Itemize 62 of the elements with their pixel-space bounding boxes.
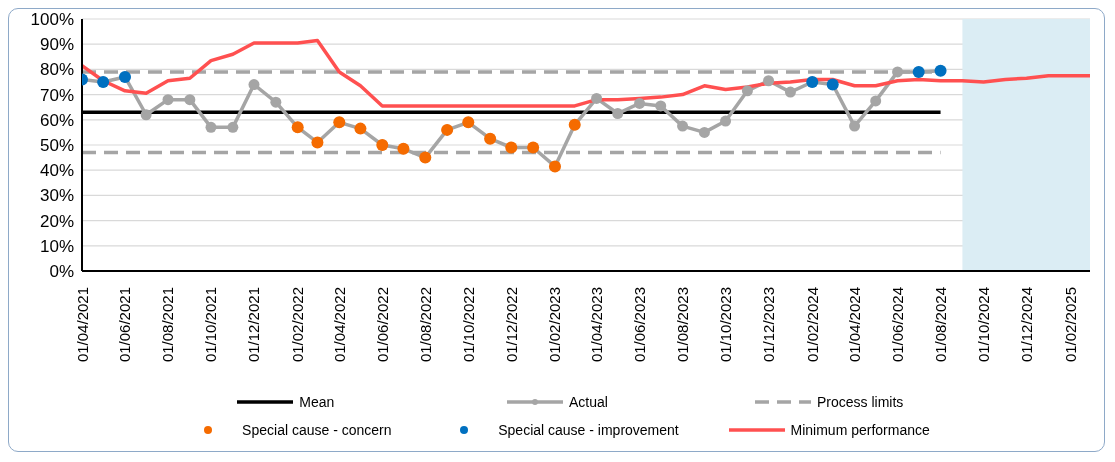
x-tick-label: 01/02/2025 bbox=[1061, 287, 1079, 363]
point bbox=[205, 121, 217, 133]
x-tick-label: 01/06/2021 bbox=[116, 287, 134, 363]
legend-label: Minimum performance bbox=[790, 422, 930, 438]
point bbox=[741, 85, 753, 97]
x-tick-label: 01/08/2021 bbox=[159, 287, 177, 363]
point bbox=[612, 108, 624, 119]
y-tick-label: 30% bbox=[39, 186, 74, 206]
point bbox=[784, 86, 796, 98]
point bbox=[892, 66, 904, 78]
x-tick-label: 01/02/2023 bbox=[546, 287, 564, 363]
point bbox=[184, 94, 196, 106]
point bbox=[849, 120, 861, 132]
legend-label: Mean bbox=[299, 394, 335, 410]
legend-label: Actual bbox=[569, 394, 608, 410]
point bbox=[591, 92, 603, 104]
point bbox=[720, 115, 732, 127]
x-tick-label: 01/08/2022 bbox=[416, 287, 434, 363]
x-tick-label: 01/12/2023 bbox=[760, 287, 778, 363]
x-tick-label: 01/06/2022 bbox=[373, 287, 391, 363]
point bbox=[634, 97, 646, 109]
x-tick-label: 01/04/2022 bbox=[330, 287, 348, 363]
point bbox=[162, 94, 174, 106]
x-tick-label: 01/04/2023 bbox=[588, 287, 606, 363]
y-tick-label: 100% bbox=[30, 10, 74, 30]
x-tick-label: 01/12/2024 bbox=[1018, 287, 1036, 363]
x-tick-label: 01/08/2024 bbox=[932, 287, 950, 363]
point bbox=[140, 109, 152, 121]
x-tick-label: 01/02/2022 bbox=[289, 287, 307, 363]
point bbox=[248, 79, 260, 91]
point bbox=[870, 95, 882, 107]
point bbox=[763, 75, 775, 87]
y-tick-label: 0% bbox=[49, 262, 74, 282]
line-series bbox=[82, 38, 1090, 108]
x-tick-label: 01/10/2023 bbox=[717, 287, 735, 363]
y-tick-label: 40% bbox=[39, 161, 74, 181]
y-tick-label: 50% bbox=[39, 136, 74, 156]
y-tick-label: 10% bbox=[39, 236, 74, 256]
x-tick-label: 01/10/2022 bbox=[459, 287, 477, 363]
x-tick-label: 01/08/2023 bbox=[674, 287, 692, 363]
x-tick-label: 01/12/2021 bbox=[245, 287, 263, 363]
x-tick-label: 01/06/2023 bbox=[631, 287, 649, 363]
legend-label: Process limits bbox=[816, 394, 904, 410]
point bbox=[227, 121, 239, 133]
y-tick-label: 70% bbox=[39, 85, 74, 105]
y-tick-label: 20% bbox=[39, 211, 74, 231]
y-tick-label: 90% bbox=[39, 35, 74, 55]
x-tick-label: 01/02/2024 bbox=[803, 287, 821, 363]
point bbox=[655, 100, 667, 112]
y-tick-label: 80% bbox=[39, 60, 74, 80]
point bbox=[677, 120, 689, 132]
x-tick-label: 01/06/2024 bbox=[889, 287, 907, 363]
point bbox=[698, 126, 710, 138]
legend-label: Special cause - concern bbox=[242, 422, 392, 438]
x-tick-label: 01/04/2021 bbox=[73, 287, 91, 363]
x-tick-label: 01/04/2024 bbox=[846, 287, 864, 363]
point bbox=[270, 96, 282, 108]
x-tick-label: 01/10/2021 bbox=[202, 287, 220, 363]
x-tick-label: 01/12/2022 bbox=[502, 287, 520, 363]
y-tick-label: 60% bbox=[39, 110, 74, 130]
legend-label: Special cause - improvement bbox=[498, 422, 679, 438]
x-tick-label: 01/10/2024 bbox=[975, 287, 993, 363]
